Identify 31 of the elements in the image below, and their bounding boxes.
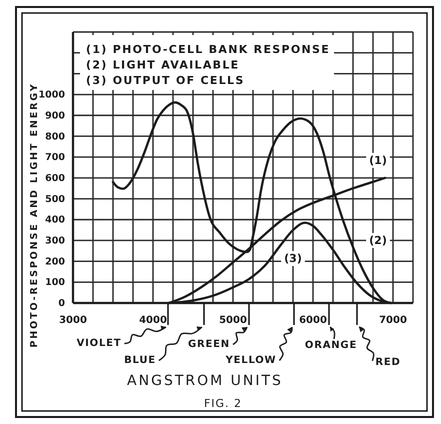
annotation: (1) PHOTO-CELL BANK RESPONSE [86, 43, 330, 56]
y-tick-label: 700 [45, 152, 66, 164]
x-tick-label: 3000 [59, 315, 87, 326]
text: YELLOW [224, 355, 276, 366]
series-label: (1) [369, 154, 387, 167]
y-tick-label: 0 [58, 298, 66, 310]
y-axis-title: PHOTO-RESPONSE AND LIGHT ENERGY [29, 82, 40, 348]
caption: FIG. 2 [204, 397, 242, 410]
x-axis-title: ANGSTROM UNITS [127, 373, 283, 389]
text: ORANGE [304, 340, 358, 351]
y-tick-label: 600 [45, 172, 66, 184]
x-tick-label: 6000 [299, 315, 327, 326]
annotation: (2) LIGHT AVAILABLE [86, 58, 240, 72]
y-tick-label: 100 [45, 277, 66, 288]
y-tick-label: 400 [45, 214, 66, 226]
annotation: (3) OUTPUT OF CELLS [86, 74, 245, 87]
y-tick-label: 300 [45, 236, 66, 246]
text: GREEN [188, 339, 230, 350]
y-tick-label: 800 [45, 131, 66, 142]
y-tick-label: 500 [45, 194, 66, 205]
y-tick-label: 900 [45, 110, 66, 122]
text: RED [375, 357, 401, 368]
x-tick-label: 7000 [379, 315, 407, 326]
y-tick-label: 200 [45, 256, 66, 268]
x-tick-label: 4000 [139, 315, 167, 326]
y-tick-label: 1000 [38, 90, 66, 101]
text: VIOLET [76, 338, 122, 349]
text: BLUE [124, 355, 156, 366]
x-tick-label: 5000 [219, 315, 247, 326]
series-label: (2) [369, 234, 387, 247]
series-label: (3) [284, 252, 302, 265]
